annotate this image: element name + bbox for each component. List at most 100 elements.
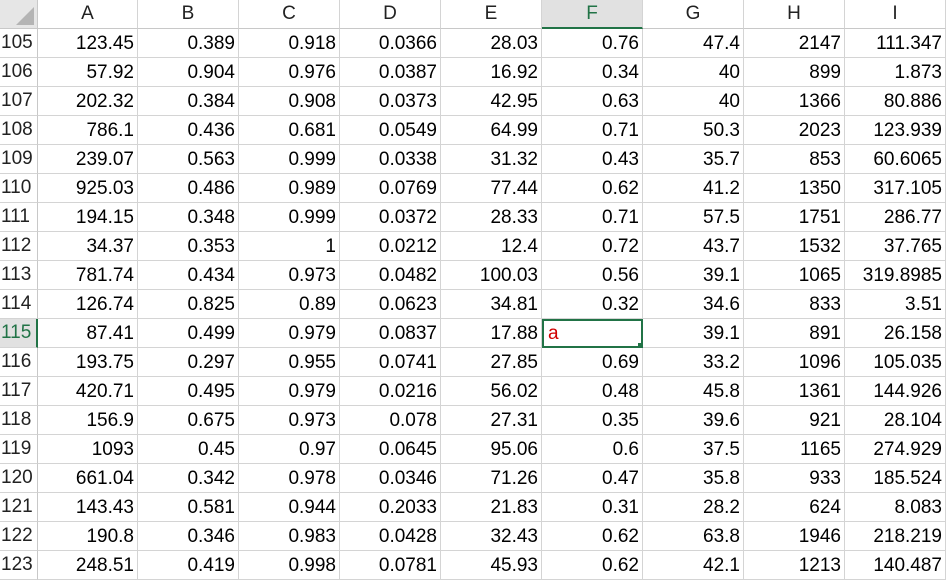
column-header-e[interactable]: E — [441, 0, 542, 29]
cell[interactable]: 42.95 — [441, 87, 542, 116]
cell[interactable]: 27.85 — [441, 348, 542, 377]
cell[interactable]: 286.77 — [845, 203, 946, 232]
cell[interactable]: 0.69 — [542, 348, 643, 377]
column-header-g[interactable]: G — [643, 0, 744, 29]
cell[interactable]: 0.384 — [138, 87, 239, 116]
cell[interactable]: 28.33 — [441, 203, 542, 232]
cell[interactable]: 239.07 — [38, 145, 138, 174]
cell[interactable]: 56.02 — [441, 377, 542, 406]
cell[interactable]: 0.389 — [138, 29, 239, 58]
row-header[interactable]: 107 — [0, 87, 38, 116]
cell[interactable]: 0.0373 — [340, 87, 441, 116]
cell[interactable]: 3.51 — [845, 290, 946, 319]
cell[interactable]: 0.563 — [138, 145, 239, 174]
cell[interactable]: 8.083 — [845, 493, 946, 522]
cell[interactable]: 63.8 — [643, 522, 744, 551]
cell[interactable]: 0.97 — [239, 435, 340, 464]
column-header-c[interactable]: C — [239, 0, 340, 29]
column-header-a[interactable]: A — [38, 0, 138, 29]
column-header-i[interactable]: I — [845, 0, 946, 29]
cell[interactable]: 144.926 — [845, 377, 946, 406]
row-header[interactable]: 119 — [0, 435, 38, 464]
cell[interactable]: 1532 — [744, 232, 845, 261]
row-header[interactable]: 106 — [0, 58, 38, 87]
cell[interactable]: 0.955 — [239, 348, 340, 377]
cell[interactable]: 80.886 — [845, 87, 946, 116]
cell[interactable]: 0.999 — [239, 203, 340, 232]
cell[interactable]: 156.9 — [38, 406, 138, 435]
row-header[interactable]: 113 — [0, 261, 38, 290]
cell[interactable]: 0.918 — [239, 29, 340, 58]
cell[interactable]: 126.74 — [38, 290, 138, 319]
cell[interactable]: 105.035 — [845, 348, 946, 377]
cell[interactable]: 0.47 — [542, 464, 643, 493]
cell[interactable]: 32.43 — [441, 522, 542, 551]
cell[interactable]: 45.8 — [643, 377, 744, 406]
cell[interactable]: 248.51 — [38, 551, 138, 580]
cell[interactable]: 111.347 — [845, 29, 946, 58]
cell[interactable]: 35.8 — [643, 464, 744, 493]
cell[interactable]: 661.04 — [38, 464, 138, 493]
cell[interactable]: 40 — [643, 58, 744, 87]
row-header[interactable]: 121 — [0, 493, 38, 522]
column-header-f[interactable]: F — [542, 0, 643, 29]
cell[interactable]: 921 — [744, 406, 845, 435]
cell[interactable]: 1.873 — [845, 58, 946, 87]
cell[interactable]: 0.62 — [542, 522, 643, 551]
cell[interactable]: 0.0366 — [340, 29, 441, 58]
cell[interactable]: 28.2 — [643, 493, 744, 522]
fill-handle[interactable] — [637, 342, 641, 346]
row-header[interactable]: 115 — [0, 319, 38, 348]
cell[interactable]: 420.71 — [38, 377, 138, 406]
row-header[interactable]: 110 — [0, 174, 38, 203]
cell[interactable]: 39.1 — [643, 319, 744, 348]
cell[interactable]: 933 — [744, 464, 845, 493]
cell[interactable]: 47.4 — [643, 29, 744, 58]
cell[interactable]: 833 — [744, 290, 845, 319]
cell[interactable]: 0.944 — [239, 493, 340, 522]
row-header[interactable]: 122 — [0, 522, 38, 551]
cell[interactable]: 28.03 — [441, 29, 542, 58]
cell[interactable]: 0.979 — [239, 377, 340, 406]
cell[interactable]: 16.92 — [441, 58, 542, 87]
cell[interactable]: 41.2 — [643, 174, 744, 203]
row-header[interactable]: 123 — [0, 551, 38, 580]
cell[interactable]: 0.976 — [239, 58, 340, 87]
cell[interactable]: 0.62 — [542, 174, 643, 203]
cell[interactable]: 0.675 — [138, 406, 239, 435]
row-header[interactable]: 114 — [0, 290, 38, 319]
cell[interactable]: 0.72 — [542, 232, 643, 261]
cell[interactable]: 143.43 — [38, 493, 138, 522]
cell[interactable]: 1165 — [744, 435, 845, 464]
cell[interactable]: 21.83 — [441, 493, 542, 522]
cell[interactable]: 28.104 — [845, 406, 946, 435]
column-header-b[interactable]: B — [138, 0, 239, 29]
cell[interactable]: 202.32 — [38, 87, 138, 116]
cell[interactable]: 60.6065 — [845, 145, 946, 174]
cell[interactable]: 50.3 — [643, 116, 744, 145]
cell[interactable]: 0.979 — [239, 319, 340, 348]
cell[interactable]: 39.1 — [643, 261, 744, 290]
cell[interactable]: 0.989 — [239, 174, 340, 203]
cell[interactable]: 0.078 — [340, 406, 441, 435]
cell[interactable]: 0.32 — [542, 290, 643, 319]
cell[interactable]: 193.75 — [38, 348, 138, 377]
cell[interactable]: 0.348 — [138, 203, 239, 232]
row-header[interactable]: 112 — [0, 232, 38, 261]
cell[interactable]: 0.0428 — [340, 522, 441, 551]
cell[interactable]: 35.7 — [643, 145, 744, 174]
cell[interactable]: 37.765 — [845, 232, 946, 261]
cell[interactable]: 0.6 — [542, 435, 643, 464]
cell[interactable]: 1213 — [744, 551, 845, 580]
cell[interactable]: 0.0372 — [340, 203, 441, 232]
cell[interactable]: 123.939 — [845, 116, 946, 145]
cell[interactable]: 0.998 — [239, 551, 340, 580]
cell[interactable]: 0.0338 — [340, 145, 441, 174]
cell[interactable]: 0.0549 — [340, 116, 441, 145]
cell[interactable]: 0.71 — [542, 203, 643, 232]
cell[interactable]: 34.81 — [441, 290, 542, 319]
active-cell[interactable]: a — [542, 319, 643, 348]
cell[interactable]: 0.353 — [138, 232, 239, 261]
cell[interactable]: 0.342 — [138, 464, 239, 493]
cell[interactable]: 87.41 — [38, 319, 138, 348]
